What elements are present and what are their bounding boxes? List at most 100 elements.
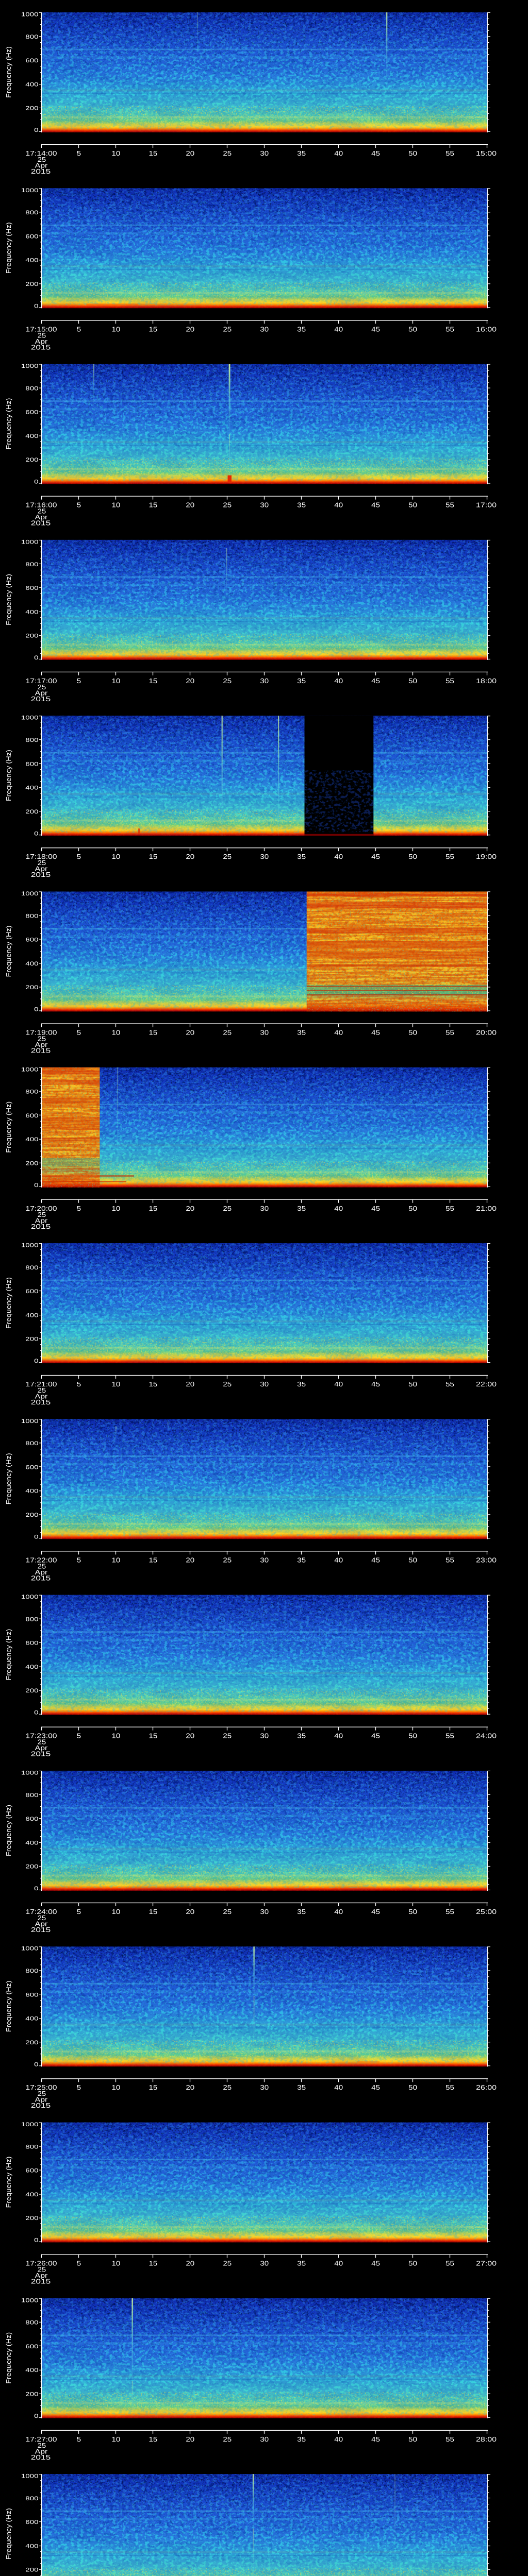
svg-text:Apr: Apr [35, 1568, 48, 1576]
svg-text:Frequency (Hz): Frequency (Hz) [5, 2157, 12, 2208]
svg-text:5: 5 [77, 1556, 81, 1564]
svg-text:17:21:00: 17:21:00 [26, 1380, 57, 1388]
svg-text:Apr: Apr [35, 1041, 48, 1048]
svg-text:Apr: Apr [35, 865, 48, 873]
svg-text:Apr: Apr [35, 2447, 48, 2455]
svg-text:27:00: 27:00 [476, 2260, 497, 2267]
svg-text:45: 45 [371, 1556, 380, 1564]
svg-text:17:18:00: 17:18:00 [26, 853, 57, 860]
svg-text:5: 5 [77, 2260, 81, 2267]
svg-text:35: 35 [297, 1732, 306, 1740]
svg-text:45: 45 [371, 2260, 380, 2267]
svg-text:400: 400 [25, 1137, 38, 1143]
svg-text:0: 0 [34, 127, 38, 133]
svg-text:35: 35 [297, 2260, 306, 2267]
svg-text:50: 50 [408, 1028, 417, 1036]
svg-text:25: 25 [38, 1211, 46, 1218]
svg-text:40: 40 [334, 2083, 343, 2091]
svg-text:5: 5 [77, 1908, 81, 1916]
svg-text:400: 400 [25, 1840, 38, 1846]
svg-text:20:00: 20:00 [476, 1028, 497, 1036]
svg-text:30: 30 [260, 2260, 269, 2267]
svg-text:Frequency (Hz): Frequency (Hz) [5, 750, 12, 801]
svg-text:25: 25 [223, 2435, 232, 2443]
svg-text:Frequency (Hz): Frequency (Hz) [5, 398, 12, 450]
svg-text:15: 15 [149, 2435, 158, 2443]
svg-text:35: 35 [297, 853, 306, 860]
svg-text:50: 50 [408, 1908, 417, 1916]
svg-text:24:00: 24:00 [476, 1732, 497, 1740]
svg-text:1000: 1000 [21, 539, 39, 545]
svg-text:50: 50 [408, 2083, 417, 2091]
svg-text:2015: 2015 [31, 343, 51, 351]
svg-text:15: 15 [149, 1556, 158, 1564]
svg-text:18:00: 18:00 [476, 677, 497, 685]
svg-text:0: 0 [34, 1710, 38, 1716]
svg-text:15: 15 [149, 1380, 158, 1388]
svg-text:25: 25 [223, 1556, 232, 1564]
svg-text:1000: 1000 [21, 12, 39, 18]
svg-text:200: 200 [25, 281, 38, 287]
svg-text:30: 30 [260, 149, 269, 157]
svg-text:55: 55 [446, 2260, 454, 2267]
svg-text:Apr: Apr [35, 1393, 48, 1400]
svg-text:23:00: 23:00 [476, 1556, 497, 1564]
svg-text:50: 50 [408, 2435, 417, 2443]
svg-text:2015: 2015 [31, 2453, 51, 2461]
svg-text:800: 800 [25, 1617, 38, 1623]
svg-text:15: 15 [149, 325, 158, 333]
svg-text:Frequency (Hz): Frequency (Hz) [5, 1453, 12, 1504]
svg-text:26:00: 26:00 [476, 2083, 497, 2091]
svg-text:600: 600 [25, 1113, 38, 1119]
svg-text:55: 55 [446, 677, 454, 685]
svg-text:40: 40 [334, 325, 343, 333]
svg-text:25: 25 [38, 507, 46, 515]
svg-text:2015: 2015 [31, 1926, 51, 1934]
svg-text:10: 10 [112, 1556, 121, 1564]
svg-text:1000: 1000 [21, 1946, 39, 1952]
svg-text:2015: 2015 [31, 167, 51, 175]
svg-text:20: 20 [186, 677, 194, 685]
svg-text:50: 50 [408, 1205, 417, 1212]
svg-text:20: 20 [186, 1908, 194, 1916]
svg-text:45: 45 [371, 325, 380, 333]
svg-text:800: 800 [25, 1968, 38, 1974]
svg-text:25: 25 [223, 1908, 232, 1916]
svg-text:Apr: Apr [35, 2272, 48, 2279]
svg-text:Apr: Apr [35, 2096, 48, 2104]
svg-text:200: 200 [25, 2215, 38, 2222]
svg-text:55: 55 [446, 2083, 454, 2091]
svg-text:30: 30 [260, 1380, 269, 1388]
svg-text:15: 15 [149, 501, 158, 509]
svg-text:40: 40 [334, 1908, 343, 1916]
svg-text:30: 30 [260, 501, 269, 509]
svg-text:200: 200 [25, 106, 38, 112]
svg-text:40: 40 [334, 1380, 343, 1388]
svg-text:0: 0 [34, 1182, 38, 1189]
svg-text:50: 50 [408, 1732, 417, 1740]
svg-text:2015: 2015 [31, 871, 51, 878]
svg-text:20: 20 [186, 1028, 194, 1036]
svg-text:40: 40 [334, 2260, 343, 2267]
svg-text:0: 0 [34, 1007, 38, 1013]
svg-text:400: 400 [25, 1312, 38, 1318]
svg-text:20: 20 [186, 149, 194, 157]
svg-text:40: 40 [334, 501, 343, 509]
svg-text:17:26:00: 17:26:00 [26, 2260, 57, 2267]
svg-text:10: 10 [112, 677, 121, 685]
svg-text:800: 800 [25, 2496, 38, 2502]
svg-text:0: 0 [34, 1534, 38, 1540]
svg-text:45: 45 [371, 853, 380, 860]
svg-text:800: 800 [25, 1792, 38, 1799]
svg-text:600: 600 [25, 1464, 38, 1470]
svg-text:10: 10 [112, 1028, 121, 1036]
svg-text:0: 0 [34, 2238, 38, 2244]
svg-text:15: 15 [149, 677, 158, 685]
svg-text:55: 55 [446, 1908, 454, 1916]
svg-text:800: 800 [25, 562, 38, 568]
svg-text:10: 10 [112, 325, 121, 333]
svg-text:5: 5 [77, 501, 81, 509]
svg-text:40: 40 [334, 149, 343, 157]
svg-text:25: 25 [38, 1738, 46, 1746]
svg-text:28:00: 28:00 [476, 2435, 497, 2443]
